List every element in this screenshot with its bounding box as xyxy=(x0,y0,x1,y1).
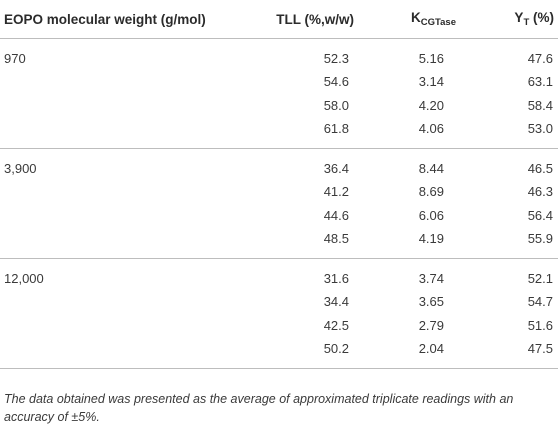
table-header: EOPO molecular weight (g/mol) TLL (%,w/w… xyxy=(0,0,558,39)
cell-tll: 31.6 xyxy=(323,271,349,286)
cell-yield: 52.1 xyxy=(527,271,553,286)
cell-tll: 36.4 xyxy=(323,161,349,176)
cell-yield: 46.3 xyxy=(527,184,553,200)
data-table-container: EOPO molecular weight (g/mol) TLL (%,w/w… xyxy=(0,0,558,369)
cell-k-cgtase: 8.69 xyxy=(418,184,444,200)
cell-k-cgtase: 4.19 xyxy=(358,227,460,259)
header-k-subscript: CGTase xyxy=(420,17,456,28)
table-row: 50.2 2.04 47.5 xyxy=(0,337,558,369)
cell-yield: 47.6 xyxy=(527,51,553,66)
cell-yield: 55.9 xyxy=(460,227,558,259)
header-y-unit: (%) xyxy=(529,10,554,25)
cell-k-cgtase: 2.79 xyxy=(418,317,444,333)
cell-yield: 54.7 xyxy=(527,294,553,310)
cell-k-cgtase: 8.44 xyxy=(418,161,444,176)
cell-tll: 48.5 xyxy=(262,227,358,259)
cell-tll: 61.8 xyxy=(262,117,358,149)
cell-tll: 44.6 xyxy=(323,207,349,223)
table-row: 970 52.3 5.16 47.6 xyxy=(0,39,558,71)
cell-k-cgtase: 6.06 xyxy=(418,207,444,223)
cell-molecular-weight-empty xyxy=(0,94,262,118)
cell-k-cgtase: 3.65 xyxy=(418,294,444,310)
table-row: 41.2 8.69 46.3 xyxy=(0,180,558,204)
cell-yield: 51.6 xyxy=(527,317,553,333)
header-yield: YT (%) xyxy=(460,0,558,39)
table-row: 3,900 36.4 8.44 46.5 xyxy=(0,149,558,181)
cell-k-cgtase: 5.16 xyxy=(418,51,444,66)
cell-k-cgtase: 4.20 xyxy=(418,97,444,113)
cell-yield: 58.4 xyxy=(527,97,553,113)
cell-molecular-weight-empty xyxy=(0,227,262,259)
table-body: 970 52.3 5.16 47.6 54.6 3.14 63.1 58.0 4… xyxy=(0,39,558,369)
cell-molecular-weight: 12,000 xyxy=(4,271,44,286)
cell-tll: 50.2 xyxy=(262,337,358,369)
table-row: 44.6 6.06 56.4 xyxy=(0,204,558,228)
table-row: 12,000 31.6 3.74 52.1 xyxy=(0,259,558,291)
header-eopo-molecular-weight: EOPO molecular weight (g/mol) xyxy=(0,0,262,39)
table-row: 42.5 2.79 51.6 xyxy=(0,314,558,338)
table-row: 58.0 4.20 58.4 xyxy=(0,94,558,118)
cell-molecular-weight-empty xyxy=(0,180,262,204)
cell-tll: 54.6 xyxy=(323,74,349,90)
table-footnote: The data obtained was presented as the a… xyxy=(4,392,514,424)
header-y-subscript: T xyxy=(523,17,530,28)
cell-yield: 63.1 xyxy=(527,74,553,90)
cell-tll: 41.2 xyxy=(323,184,349,200)
data-table: EOPO molecular weight (g/mol) TLL (%,w/w… xyxy=(0,0,558,369)
cell-tll: 42.5 xyxy=(323,317,349,333)
table-row: 34.4 3.65 54.7 xyxy=(0,290,558,314)
header-tll: TLL (%,w/w) xyxy=(262,0,358,39)
cell-tll: 34.4 xyxy=(323,294,349,310)
table-row: 61.8 4.06 53.0 xyxy=(0,117,558,149)
cell-molecular-weight-empty xyxy=(0,314,262,338)
cell-yield: 47.5 xyxy=(460,337,558,369)
cell-molecular-weight-empty xyxy=(0,337,262,369)
cell-tll: 52.3 xyxy=(323,51,349,66)
header-k-main: K xyxy=(411,10,421,25)
cell-yield: 53.0 xyxy=(460,117,558,149)
header-k-cgtase: KCGTase xyxy=(358,0,460,39)
cell-molecular-weight: 970 xyxy=(4,51,26,66)
cell-tll: 58.0 xyxy=(323,97,349,113)
cell-k-cgtase: 4.06 xyxy=(358,117,460,149)
table-row: 48.5 4.19 55.9 xyxy=(0,227,558,259)
cell-k-cgtase: 3.14 xyxy=(418,74,444,90)
cell-molecular-weight-empty xyxy=(0,70,262,94)
cell-yield: 46.5 xyxy=(527,161,553,176)
cell-molecular-weight-empty xyxy=(0,204,262,228)
cell-yield: 56.4 xyxy=(527,207,553,223)
cell-k-cgtase: 2.04 xyxy=(358,337,460,369)
cell-molecular-weight-empty xyxy=(0,117,262,149)
cell-k-cgtase: 3.74 xyxy=(418,271,444,286)
cell-molecular-weight: 3,900 xyxy=(4,161,37,176)
cell-molecular-weight-empty xyxy=(0,290,262,314)
table-row: 54.6 3.14 63.1 xyxy=(0,70,558,94)
header-y-main: Y xyxy=(514,10,524,25)
header-row: EOPO molecular weight (g/mol) TLL (%,w/w… xyxy=(0,0,558,39)
